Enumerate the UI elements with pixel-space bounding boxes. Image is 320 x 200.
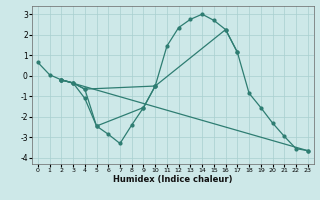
X-axis label: Humidex (Indice chaleur): Humidex (Indice chaleur) — [113, 175, 233, 184]
